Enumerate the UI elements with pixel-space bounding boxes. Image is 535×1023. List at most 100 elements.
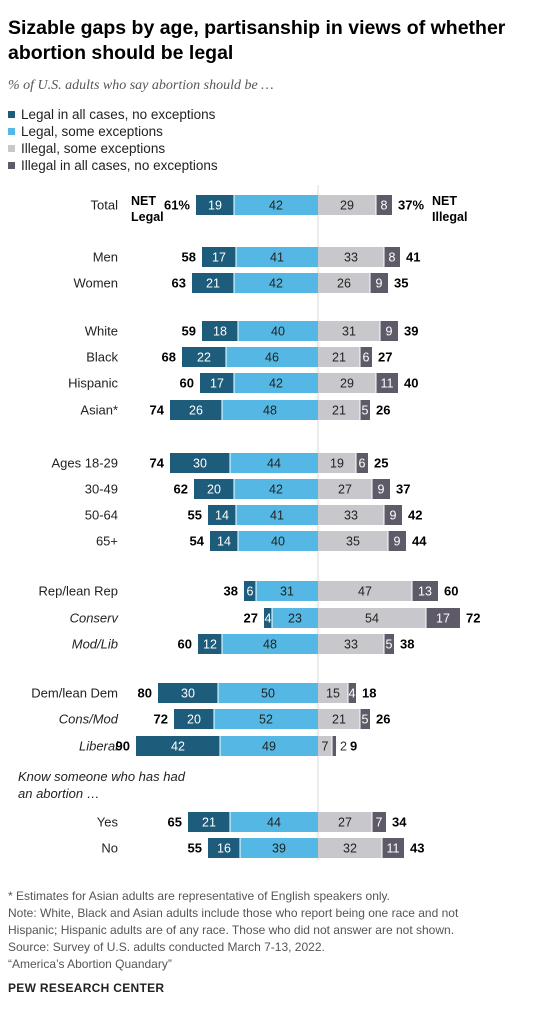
net-illegal-value: 9: [350, 739, 357, 754]
bar-legal-some: [234, 195, 318, 215]
value-label-legal-all: 14: [217, 535, 231, 549]
bar-illegal-all: [370, 273, 388, 293]
group-header-line: Know someone who has had: [18, 769, 186, 784]
footnote-note-2: Hispanic; Hispanic adults are of any rac…: [8, 923, 455, 937]
bar-illegal-all: [360, 347, 372, 367]
bar-legal-some: [240, 838, 318, 858]
row-label: Asian*: [80, 403, 118, 418]
row-label: Men: [93, 250, 118, 265]
value-label-illegal-some: 33: [344, 638, 358, 652]
bar-legal-some: [222, 634, 318, 654]
bar-legal-all: [194, 479, 234, 499]
bar-legal-some: [238, 531, 318, 551]
bar-legal-all: [208, 838, 240, 858]
value-label-legal-some: 40: [271, 535, 285, 549]
footnote-source: Source: Survey of U.S. adults conducted …: [8, 940, 325, 954]
net-legal-value: 55: [188, 508, 202, 523]
bar-legal-some: [234, 273, 318, 293]
net-legal-header-line1: NET: [131, 194, 156, 208]
net-legal-value: 59: [182, 324, 196, 339]
source-organization: PEW RESEARCH CENTER: [8, 981, 165, 995]
row-label: Yes: [97, 815, 119, 830]
net-illegal-value: 43: [410, 841, 424, 856]
legend: Legal in all cases, no exceptions Legal,…: [8, 106, 218, 174]
bar-illegal-some: [318, 581, 412, 601]
value-label-illegal-some: 54: [365, 612, 379, 626]
value-label-illegal-all: 11: [387, 842, 400, 856]
value-label-legal-all: 21: [202, 816, 216, 830]
bar-legal-all: [264, 608, 272, 628]
value-label-illegal-all: 9: [378, 483, 385, 497]
legend-swatch: [8, 145, 15, 152]
value-label-legal-all: 16: [217, 842, 231, 856]
net-legal-value: 54: [190, 534, 205, 549]
net-legal-value: 27: [244, 611, 258, 626]
bar-illegal-some: [318, 709, 360, 729]
bar-illegal-all: [360, 400, 370, 420]
legend-label: Legal in all cases, no exceptions: [21, 107, 216, 122]
bar-illegal-all: [384, 247, 400, 267]
value-label-illegal-some: 35: [346, 535, 360, 549]
legend-swatch: [8, 128, 15, 135]
net-illegal-value: 41: [406, 250, 420, 265]
bar-legal-all: [198, 634, 222, 654]
value-label-illegal-all: 9: [390, 509, 397, 523]
net-legal-value: 62: [174, 482, 188, 497]
net-illegal-value: 42: [408, 508, 422, 523]
value-label-legal-all: 21: [206, 277, 220, 291]
value-label-illegal-some: 47: [358, 585, 372, 599]
value-label-legal-some: 46: [265, 351, 279, 365]
bar-legal-some: [220, 736, 318, 756]
bar-legal-all: [200, 373, 234, 393]
value-label-legal-all: 20: [187, 713, 201, 727]
bar-legal-all: [210, 531, 238, 551]
row-label: Hispanic: [68, 376, 118, 391]
net-illegal-value: 40: [404, 376, 418, 391]
net-illegal-value: 39: [404, 324, 418, 339]
bar-legal-some: [230, 812, 318, 832]
value-label-legal-all: 30: [181, 687, 195, 701]
value-label-legal-some: 23: [288, 612, 302, 626]
value-label-legal-all: 22: [197, 351, 211, 365]
value-label-illegal-all: 8: [381, 199, 388, 213]
net-legal-value: 90: [116, 739, 130, 754]
net-illegal-value: 26: [376, 403, 390, 418]
net-illegal-value: 37%: [398, 198, 424, 213]
net-illegal-header-line2: Illegal: [432, 210, 467, 224]
value-label-illegal-all: 9: [376, 277, 383, 291]
net-illegal-value: 37: [396, 482, 410, 497]
footnote-note-1: Note: White, Black and Asian adults incl…: [8, 906, 459, 920]
value-label-illegal-all: 6: [363, 351, 370, 365]
value-label-legal-all: 30: [193, 457, 207, 471]
value-label-illegal-all: 7: [376, 816, 383, 830]
bar-illegal-all: [372, 812, 386, 832]
row-label: Women: [73, 276, 118, 291]
value-label-legal-some: 31: [280, 585, 294, 599]
net-legal-value: 61%: [164, 198, 190, 213]
net-illegal-value: 44: [412, 534, 427, 549]
bar-illegal-some: [318, 736, 332, 756]
bar-illegal-some: [318, 453, 356, 473]
value-label-illegal-some: 33: [344, 251, 358, 265]
bar-legal-all: [170, 400, 222, 420]
value-label-illegal-some: 21: [332, 404, 346, 418]
bar-illegal-all: [376, 373, 398, 393]
value-label-illegal-all: 17: [436, 612, 450, 626]
net-legal-value: 38: [224, 584, 238, 599]
row-label: Cons/Mod: [59, 712, 119, 727]
value-label-illegal-all: 2: [340, 740, 347, 754]
row-label: Conserv: [70, 611, 120, 626]
legend-item-illegal-all: Illegal in all cases, no exceptions: [8, 157, 218, 174]
bar-illegal-all: [376, 195, 392, 215]
net-illegal-value: 26: [376, 712, 390, 727]
value-label-legal-some: 39: [272, 842, 286, 856]
net-legal-value: 60: [180, 376, 194, 391]
bar-legal-some: [256, 581, 318, 601]
value-label-illegal-some: 15: [326, 687, 340, 701]
bar-legal-some: [234, 479, 318, 499]
bar-illegal-all: [360, 709, 370, 729]
bar-illegal-some: [318, 321, 380, 341]
net-legal-value: 63: [172, 276, 186, 291]
value-label-legal-all: 19: [208, 199, 222, 213]
